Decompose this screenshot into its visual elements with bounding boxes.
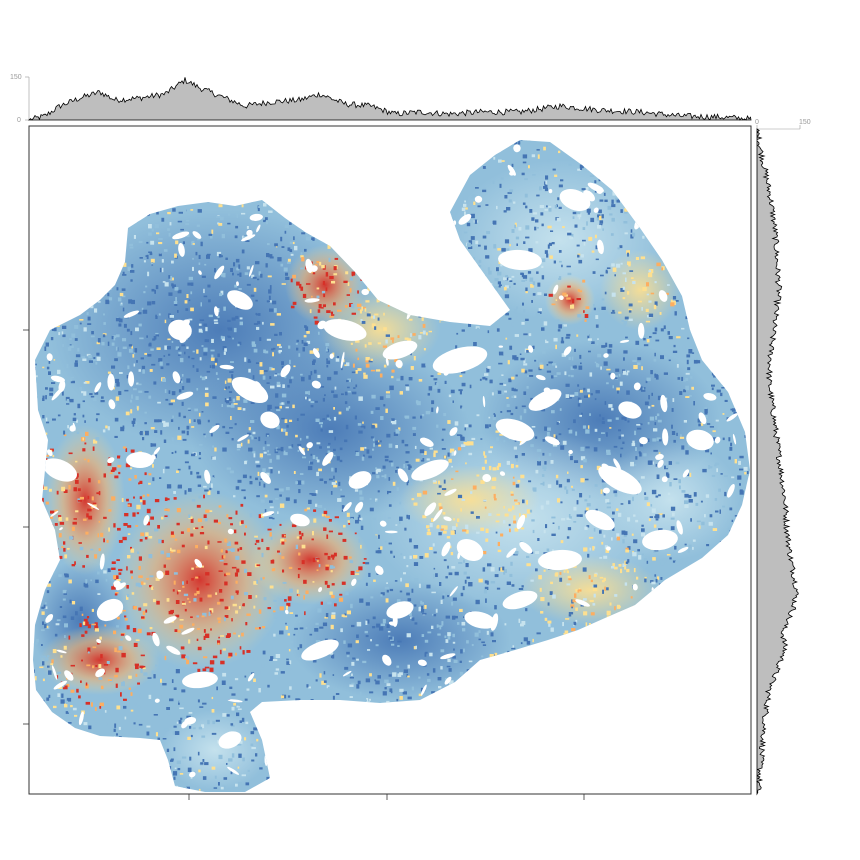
map-raster: [33, 140, 750, 792]
top-histogram-tick-label-min: 0: [17, 117, 21, 124]
right-histogram: 0 150: [755, 119, 811, 796]
top-histogram: 150 0: [10, 74, 752, 124]
map-panel: [23, 125, 752, 800]
right-histogram-area: [756, 128, 799, 796]
map-frame: [28, 125, 752, 795]
top-histogram-tick-label-max: 150: [10, 74, 22, 81]
map-bottom-ticks: [188, 794, 585, 800]
map-left-ticks: [23, 329, 29, 725]
right-histogram-tick-label-min: 0: [755, 119, 759, 126]
top-histogram-area: [27, 77, 752, 121]
right-histogram-tick-label-max: 150: [799, 119, 811, 126]
